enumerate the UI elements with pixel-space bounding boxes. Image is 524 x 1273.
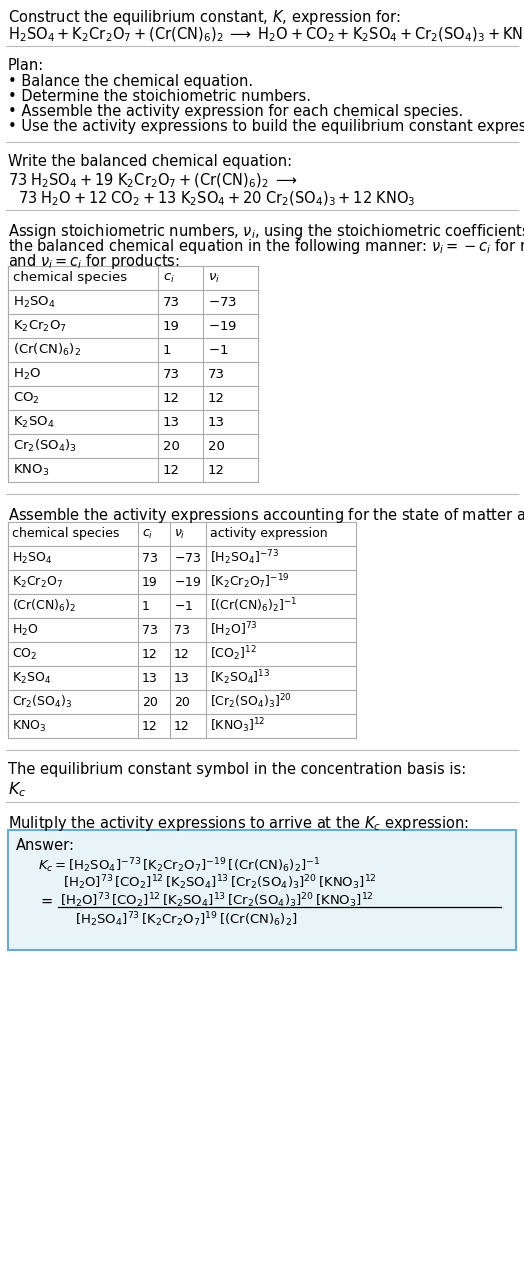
Text: $-19$: $-19$	[208, 320, 237, 332]
Text: 73: 73	[163, 368, 180, 381]
Text: $\mathrm{KNO_3}$: $\mathrm{KNO_3}$	[12, 718, 47, 733]
Text: $\mathrm{Cr_2(SO_4)_3}$: $\mathrm{Cr_2(SO_4)_3}$	[13, 438, 77, 454]
Text: $-1$: $-1$	[208, 344, 228, 356]
Text: 73: 73	[142, 624, 158, 636]
Text: $c_i$: $c_i$	[142, 527, 153, 541]
Text: Answer:: Answer:	[16, 838, 75, 853]
Text: 13: 13	[163, 415, 180, 429]
Text: $\mathrm{K_2SO_4}$: $\mathrm{K_2SO_4}$	[12, 671, 51, 686]
Text: $[\mathrm{H_2SO_4}]^{73}\,[\mathrm{K_2Cr_2O_7}]^{19}\,[(\mathrm{Cr(CN)_6})_2]$: $[\mathrm{H_2SO_4}]^{73}\,[\mathrm{K_2Cr…	[75, 910, 298, 929]
Text: and $\nu_i = c_i$ for products:: and $\nu_i = c_i$ for products:	[8, 252, 180, 271]
Text: • Assemble the activity expression for each chemical species.: • Assemble the activity expression for e…	[8, 104, 463, 118]
Text: 13: 13	[174, 671, 190, 685]
Text: 20: 20	[142, 695, 158, 709]
Text: $[\mathrm{H_2SO_4}]^{-73}$: $[\mathrm{H_2SO_4}]^{-73}$	[210, 549, 279, 568]
Text: $K_c$: $K_c$	[8, 780, 26, 798]
Text: 20: 20	[174, 695, 190, 709]
Text: $\nu_i$: $\nu_i$	[174, 527, 185, 541]
Text: activity expression: activity expression	[210, 527, 328, 541]
Text: • Balance the chemical equation.: • Balance the chemical equation.	[8, 74, 253, 89]
Text: Plan:: Plan:	[8, 59, 44, 73]
Text: 1: 1	[142, 600, 150, 612]
Text: 20: 20	[208, 439, 225, 452]
Text: 12: 12	[142, 648, 158, 661]
Text: 73: 73	[174, 624, 190, 636]
Text: $\mathrm{K_2SO_4}$: $\mathrm{K_2SO_4}$	[13, 415, 54, 429]
Text: $-73$: $-73$	[208, 295, 237, 308]
Text: $\nu_i$: $\nu_i$	[208, 271, 220, 285]
Text: $=$: $=$	[38, 892, 53, 908]
Text: Construct the equilibrium constant, $K$, expression for:: Construct the equilibrium constant, $K$,…	[8, 8, 401, 27]
Text: the balanced chemical equation in the following manner: $\nu_i = -c_i$ for react: the balanced chemical equation in the fo…	[8, 237, 524, 256]
Text: 19: 19	[142, 575, 158, 588]
Text: $[\mathrm{H_2O}]^{73}\,[\mathrm{CO_2}]^{12}\,[\mathrm{K_2SO_4}]^{13}\,[\mathrm{C: $[\mathrm{H_2O}]^{73}\,[\mathrm{CO_2}]^{…	[60, 891, 374, 910]
Bar	[8, 266, 258, 482]
Text: $\mathrm{(Cr(CN)_6)_2}$: $\mathrm{(Cr(CN)_6)_2}$	[13, 342, 81, 358]
Text: Assemble the activity expressions accounting for the state of matter and $\nu_i$: Assemble the activity expressions accoun…	[8, 505, 524, 524]
Text: 12: 12	[174, 719, 190, 732]
Text: $[(\mathrm{Cr(CN)_6})_2]^{-1}$: $[(\mathrm{Cr(CN)_6})_2]^{-1}$	[210, 597, 298, 615]
Text: $\mathrm{K_2Cr_2O_7}$: $\mathrm{K_2Cr_2O_7}$	[12, 574, 63, 589]
Text: $[\mathrm{CO_2}]^{12}$: $[\mathrm{CO_2}]^{12}$	[210, 644, 257, 663]
Text: $\mathrm{Cr_2(SO_4)_3}$: $\mathrm{Cr_2(SO_4)_3}$	[12, 694, 72, 710]
Text: Mulitply the activity expressions to arrive at the $K_c$ expression:: Mulitply the activity expressions to arr…	[8, 813, 469, 833]
Text: 19: 19	[163, 320, 180, 332]
Text: $[\mathrm{H_2O}]^{73}$: $[\mathrm{H_2O}]^{73}$	[210, 621, 258, 639]
Text: $[\mathrm{H_2O}]^{73}\,[\mathrm{CO_2}]^{12}\,[\mathrm{K_2SO_4}]^{13}\,[\mathrm{C: $[\mathrm{H_2O}]^{73}\,[\mathrm{CO_2}]^{…	[63, 873, 377, 891]
Text: $c_i$: $c_i$	[163, 271, 175, 285]
Text: $\mathrm{H_2O}$: $\mathrm{H_2O}$	[13, 367, 41, 382]
Text: 73: 73	[208, 368, 225, 381]
Text: $-19$: $-19$	[174, 575, 201, 588]
Text: 12: 12	[163, 463, 180, 476]
Text: The equilibrium constant symbol in the concentration basis is:: The equilibrium constant symbol in the c…	[8, 763, 466, 777]
Text: $\mathrm{H_2SO_4 + K_2Cr_2O_7 + (Cr(CN)_6)_2 \;\longrightarrow\; H_2O + CO_2 + K: $\mathrm{H_2SO_4 + K_2Cr_2O_7 + (Cr(CN)_…	[8, 25, 524, 45]
Text: $\mathrm{(Cr(CN)_6)_2}$: $\mathrm{(Cr(CN)_6)_2}$	[12, 598, 76, 614]
Text: 73: 73	[142, 551, 158, 564]
Text: $[\mathrm{Cr_2(SO_4)_3}]^{20}$: $[\mathrm{Cr_2(SO_4)_3}]^{20}$	[210, 693, 292, 712]
Text: • Use the activity expressions to build the equilibrium constant expression.: • Use the activity expressions to build …	[8, 118, 524, 134]
Bar	[8, 522, 356, 738]
Text: $\mathrm{CO_2}$: $\mathrm{CO_2}$	[12, 647, 37, 662]
Text: $\mathrm{K_2Cr_2O_7}$: $\mathrm{K_2Cr_2O_7}$	[13, 318, 67, 334]
Text: 20: 20	[163, 439, 180, 452]
Text: 13: 13	[142, 671, 158, 685]
Text: $\mathrm{73\;H_2SO_4 + 19\;K_2Cr_2O_7 + (Cr(CN)_6)_2 \;\longrightarrow}$: $\mathrm{73\;H_2SO_4 + 19\;K_2Cr_2O_7 + …	[8, 172, 297, 191]
Text: 13: 13	[208, 415, 225, 429]
Text: 1: 1	[163, 344, 171, 356]
Text: $\mathrm{H_2SO_4}$: $\mathrm{H_2SO_4}$	[12, 550, 52, 565]
Text: 12: 12	[208, 392, 225, 405]
Text: • Determine the stoichiometric numbers.: • Determine the stoichiometric numbers.	[8, 89, 311, 104]
Text: $\mathrm{73\;H_2O + 12\;CO_2 + 13\;K_2SO_4 + 20\;Cr_2(SO_4)_3 + 12\;KNO_3}$: $\mathrm{73\;H_2O + 12\;CO_2 + 13\;K_2SO…	[18, 190, 416, 209]
Text: chemical species: chemical species	[13, 271, 127, 284]
Text: $\mathrm{CO_2}$: $\mathrm{CO_2}$	[13, 391, 40, 406]
Text: $\mathrm{H_2O}$: $\mathrm{H_2O}$	[12, 622, 39, 638]
Text: 12: 12	[174, 648, 190, 661]
Text: chemical species: chemical species	[12, 527, 119, 541]
Text: $\mathrm{H_2SO_4}$: $\mathrm{H_2SO_4}$	[13, 294, 56, 309]
FancyBboxPatch shape	[8, 830, 516, 950]
Text: Write the balanced chemical equation:: Write the balanced chemical equation:	[8, 154, 292, 169]
Text: 12: 12	[208, 463, 225, 476]
Text: 12: 12	[142, 719, 158, 732]
Text: $[\mathrm{K_2Cr_2O_7}]^{-19}$: $[\mathrm{K_2Cr_2O_7}]^{-19}$	[210, 573, 290, 592]
Text: $-1$: $-1$	[174, 600, 193, 612]
Text: $[\mathrm{KNO_3}]^{12}$: $[\mathrm{KNO_3}]^{12}$	[210, 717, 266, 736]
Text: $K_c = [\mathrm{H_2SO_4}]^{-73}\,[\mathrm{K_2Cr_2O_7}]^{-19}\,[(\mathrm{Cr(CN)_6: $K_c = [\mathrm{H_2SO_4}]^{-73}\,[\mathr…	[38, 855, 321, 875]
Text: $[\mathrm{K_2SO_4}]^{13}$: $[\mathrm{K_2SO_4}]^{13}$	[210, 668, 270, 687]
Text: $-73$: $-73$	[174, 551, 201, 564]
Text: 73: 73	[163, 295, 180, 308]
Text: Assign stoichiometric numbers, $\nu_i$, using the stoichiometric coefficients, $: Assign stoichiometric numbers, $\nu_i$, …	[8, 222, 524, 241]
Text: $\mathrm{KNO_3}$: $\mathrm{KNO_3}$	[13, 462, 49, 477]
Text: 12: 12	[163, 392, 180, 405]
